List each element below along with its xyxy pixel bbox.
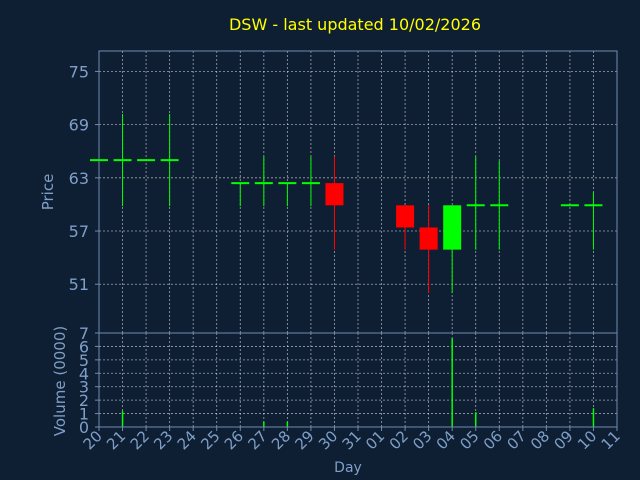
x-tick-label: 26: [221, 427, 247, 453]
volume-tick-label: 6: [79, 337, 89, 356]
volume-tick-label: 7: [79, 324, 89, 343]
price-tick-label: 51: [69, 275, 89, 294]
x-tick-label: 01: [362, 427, 388, 453]
volume-tick-label: 4: [79, 364, 89, 383]
x-tick-label: 03: [409, 427, 435, 453]
x-tick-label: 30: [315, 427, 341, 453]
candle: [419, 205, 438, 294]
x-tick-label: 23: [150, 427, 176, 453]
price-panel: 51 57 63 69 75: [69, 50, 618, 334]
price-tick-label: 75: [69, 62, 89, 81]
price-axis-label: Price: [39, 174, 57, 211]
candle-body: [419, 227, 438, 250]
candle: [278, 182, 297, 207]
x-tick-label: 28: [268, 427, 294, 453]
candle: [113, 113, 132, 207]
volume-tick-label: 0: [79, 418, 89, 437]
candle: [301, 156, 320, 207]
volume-tick-label: 3: [79, 378, 89, 397]
volume-panel-frame: [98, 332, 618, 428]
chart-title: DSW - last updated 10/02/2026: [229, 15, 481, 34]
price-tick-label: 63: [69, 169, 89, 188]
x-tick-label: 11: [598, 427, 624, 453]
candle: [396, 205, 415, 250]
candle: [443, 205, 462, 294]
volume-axis-label: Volume (0000): [51, 326, 69, 436]
candle: [254, 156, 273, 207]
candle-body: [443, 205, 462, 250]
candle: [490, 160, 509, 250]
candle: [466, 156, 485, 250]
x-tick-label: 25: [197, 427, 223, 453]
x-axis-label: Day: [334, 460, 362, 476]
price-tick-label: 57: [69, 222, 89, 241]
x-tick-label: 05: [456, 427, 482, 453]
volume-tick-label: 2: [79, 391, 89, 410]
candle-body: [396, 205, 415, 228]
x-tick-label: 10: [574, 427, 600, 453]
volume-tick-label: 1: [79, 405, 89, 424]
volume-tick-label: 5: [79, 351, 89, 370]
x-tick-label: 02: [386, 427, 412, 453]
x-tick-label: 29: [292, 427, 318, 453]
x-tick-label: 27: [244, 427, 270, 453]
x-axis-ticks: 2021222324252627282930310102030405060708…: [80, 427, 624, 453]
x-tick-label: 09: [551, 427, 577, 453]
x-tick-label: 22: [127, 427, 153, 453]
candle: [584, 192, 603, 250]
x-tick-label: 21: [103, 427, 129, 453]
price-tick-label: 69: [69, 116, 89, 135]
x-tick-label: 04: [433, 427, 459, 453]
candle: [160, 113, 179, 207]
x-tick-label: 06: [480, 427, 506, 453]
candle: [325, 156, 344, 250]
candle: [231, 182, 250, 207]
x-tick-label: 07: [503, 427, 529, 453]
candle-body: [325, 183, 344, 206]
x-tick-label: 08: [527, 427, 553, 453]
x-tick-label: 24: [174, 427, 200, 453]
x-tick-label: 31: [339, 427, 365, 453]
